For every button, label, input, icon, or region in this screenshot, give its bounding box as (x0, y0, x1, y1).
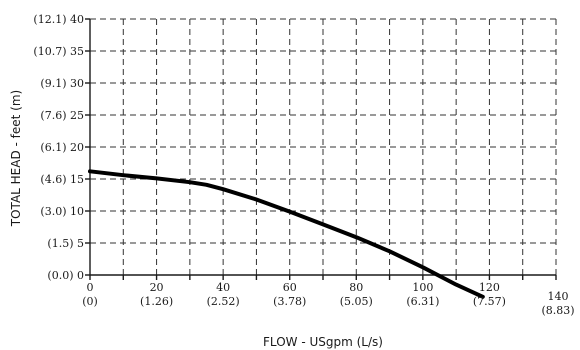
axes (85, 18, 557, 280)
x-tick-label-140: 140 (548, 290, 569, 303)
y-tick-label-25: (7.6) 25 (40, 109, 84, 122)
x-tick-sublabel-100: (6.31) (406, 295, 439, 308)
series-line-0 (88, 169, 485, 299)
x-tick-sublabel-140: (8.83) (541, 304, 574, 317)
y-tick-label-30: (9.1) 30 (40, 77, 84, 90)
y-tick-label-0: (0.0) 0 (47, 269, 84, 282)
x-tick-sublabel-120: (7.57) (473, 295, 506, 308)
x-tick-label-80: 80 (349, 281, 363, 294)
x-tick-sublabel-0: (0) (82, 295, 98, 308)
y-tick-label-5: (1.5) 5 (47, 237, 84, 250)
x-tick-label-20: 20 (150, 281, 164, 294)
y-axis-title: TOTAL HEAD - feet (m) (9, 90, 23, 227)
x-tick-sublabel-80: (5.05) (340, 295, 373, 308)
y-tick-labels: (0.0) 0 (1.5) 5 (3.0) 10 (4.6) 15 (6.1) 20 (7… (33, 13, 84, 282)
x-tick-label-100: 100 (412, 281, 433, 294)
x-tick-label-120: 120 (479, 281, 500, 294)
x-axis-title: FLOW - USgpm (L/s) (263, 335, 383, 349)
grid-lines (90, 18, 557, 275)
x-tick-label-40: 40 (216, 281, 230, 294)
x-tick-label-60: 60 (283, 281, 297, 294)
x-tick-label-0: 0 (87, 281, 94, 294)
y-tick-label-40: (12.1) 40 (33, 13, 84, 26)
x-tick-sublabel-60: (3.78) (273, 295, 306, 308)
x-tick-sublabel-20: (1.26) (140, 295, 173, 308)
series-layer (88, 169, 485, 299)
y-tick-label-20: (6.1) 20 (40, 141, 84, 154)
x-tick-sublabel-40: (2.52) (207, 295, 240, 308)
y-tick-label-15: (4.6) 15 (40, 173, 84, 186)
y-tick-label-35: (10.7) 35 (33, 45, 84, 58)
x-tick-labels: 0(0)20(1.26)40(2.52)60(3.78)80(5.05)100(… (82, 281, 574, 317)
y-tick-label-10: (3.0) 10 (40, 205, 84, 218)
